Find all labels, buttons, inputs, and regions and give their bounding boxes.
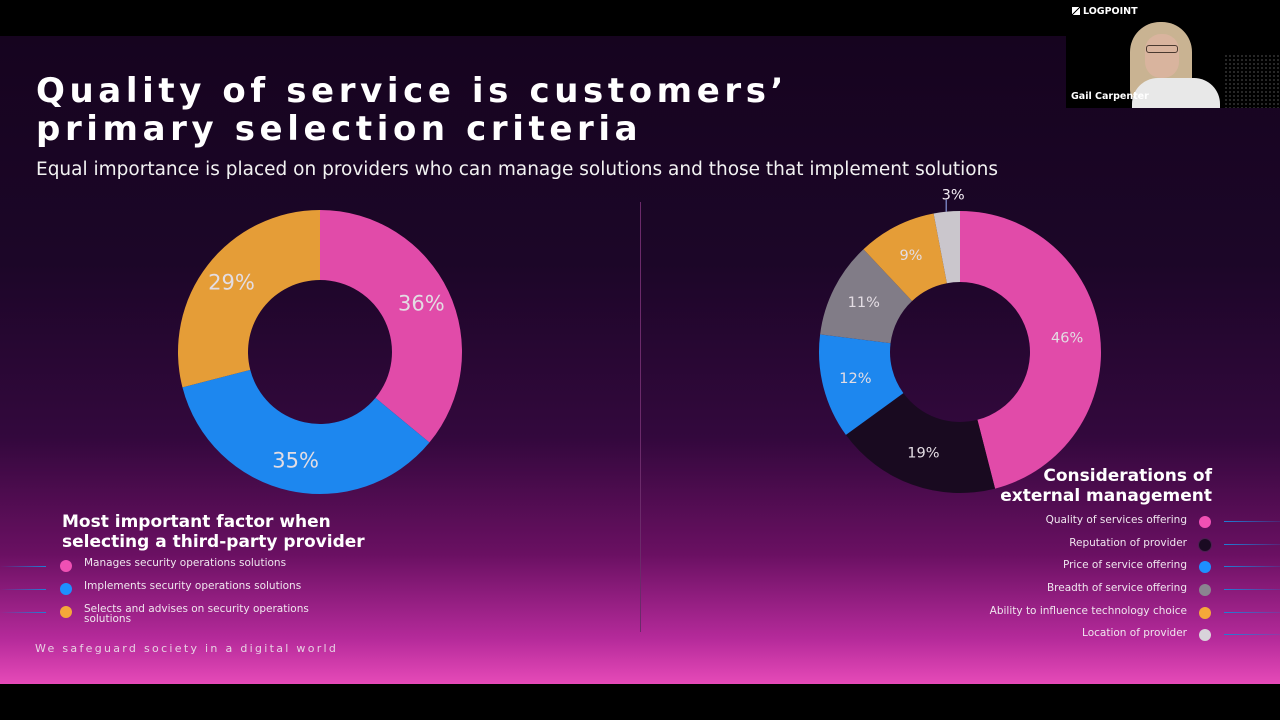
- right-legend-item-breadth-of-service-offering: Breadth of service offering: [940, 580, 1280, 603]
- legend-color-dot: [1199, 606, 1211, 619]
- legend-color-dot: [1199, 584, 1211, 597]
- right-chart-label-location-of-provider: 3%: [942, 188, 965, 204]
- legend-color-dot: [60, 606, 72, 618]
- legend-leader-line: [0, 612, 46, 613]
- participant-name: Gail Carpenter: [1071, 91, 1149, 102]
- legend-leader-line: [1224, 543, 1280, 545]
- legend-label: Breadth of service offering: [1046, 582, 1187, 595]
- panel-divider: [640, 202, 641, 632]
- slide-title-line-2: primary selection criteria: [36, 109, 643, 149]
- logpoint-logo: LOGPOINT: [1072, 6, 1138, 17]
- top-letterbox-bar: [0, 0, 1066, 36]
- legend-leader-line: [1224, 566, 1280, 568]
- webcam-tile[interactable]: LOGPOINT Gail Carpenter: [1066, 0, 1280, 108]
- left-chart-title: Most important factor when selecting a t…: [62, 512, 365, 552]
- legend-label: Manages security operations solutions: [84, 557, 287, 569]
- left-legend-item-selects-and-advises-on-security-operations-solutions: Selects and advises on security operatio…: [0, 604, 360, 627]
- legend-label: Quality of services offering: [1045, 514, 1187, 526]
- legend-label: Implements security operations solutions: [84, 580, 302, 592]
- legend-color-dot: [60, 583, 72, 595]
- legend-leader-line: [0, 566, 46, 567]
- participant-video-glasses: [1146, 45, 1178, 53]
- legend-leader-line: [1224, 589, 1280, 591]
- external-management-donut-chart: 46%19%12%11%9%3%: [819, 188, 1101, 493]
- legend-label: Price of service offering: [1062, 559, 1187, 572]
- right-chart-shade-ring: [819, 211, 1101, 493]
- right-legend-item-ability-to-influence-technology-choice: Ability to influence technology choice: [940, 603, 1280, 626]
- legend-leader-line: [1224, 521, 1280, 522]
- slide-title: Quality of service is customers’ primary…: [36, 72, 936, 148]
- participant-video-body: [1132, 78, 1220, 108]
- bottom-letterbox-bar: [0, 684, 1280, 720]
- slide-footer-tagline: We safeguard society in a digital world: [35, 642, 339, 655]
- legend-color-dot: [1199, 561, 1211, 574]
- legend-color-dot: [1199, 629, 1211, 642]
- legend-leader-line: [1224, 634, 1280, 636]
- legend-label: Selects and advises on security operatio…: [84, 603, 309, 625]
- logpoint-logo-text: LOGPOINT: [1083, 6, 1138, 17]
- right-legend-item-price-of-service-offering: Price of service offering: [940, 557, 1280, 580]
- right-legend-item-quality-of-services-offering: Quality of services offering: [940, 512, 1280, 535]
- legend-color-dot: [60, 560, 72, 572]
- logpoint-logo-icon: [1072, 7, 1080, 15]
- left-chart-shade-ring: [178, 210, 462, 494]
- legend-label: Location of provider: [1082, 627, 1187, 640]
- background-dot-pattern: [1224, 54, 1280, 108]
- right-legend-item-location-of-provider: Location of provider: [940, 625, 1280, 648]
- legend-label: Reputation of provider: [1069, 536, 1187, 549]
- selection-factor-donut-chart: 36%35%29%: [178, 210, 462, 494]
- slide-subtitle: Equal importance is placed on providers …: [36, 159, 998, 180]
- right-chart-legend: Quality of services offering Reputation o…: [940, 512, 1280, 648]
- right-chart-title: Considerations of external management: [1000, 466, 1212, 506]
- participant-video-face: [1145, 34, 1179, 78]
- left-legend-item-implements-security-operations-solutions: Implements security operations solutions: [0, 581, 360, 604]
- legend-leader-line: [1224, 611, 1280, 613]
- right-legend-item-reputation-of-provider: Reputation of provider: [940, 535, 1280, 558]
- presentation-slide: Quality of service is customers’ primary…: [0, 36, 1280, 684]
- legend-color-dot: [1199, 516, 1211, 528]
- slide-title-line-1: Quality of service is customers’: [36, 71, 789, 111]
- left-legend-item-manages-security-operations-solutions: Manages security operations solutions: [0, 558, 360, 581]
- legend-label: Ability to influence technology choice: [989, 604, 1187, 617]
- legend-color-dot: [1199, 538, 1211, 551]
- left-chart-legend: Manages security operations solutions Imp…: [0, 558, 360, 627]
- legend-leader-line: [0, 589, 46, 590]
